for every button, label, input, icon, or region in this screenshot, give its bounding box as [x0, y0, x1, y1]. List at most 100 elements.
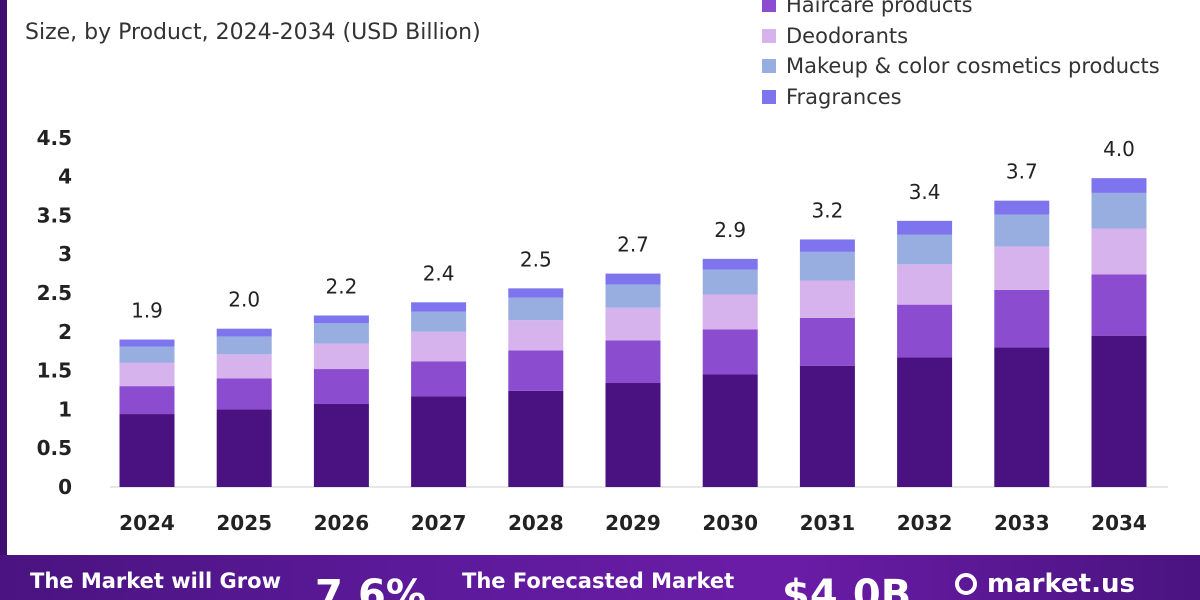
- banner-grow-value: 7.6%: [315, 572, 426, 600]
- bar-segment-2025-s4: [216, 328, 272, 337]
- y-tick-label: 0.5: [37, 436, 72, 460]
- bar-segment-2025-s1: [216, 378, 272, 410]
- bar-segment-2034-s3: [1091, 192, 1147, 229]
- bar-total-label-2033: 3.7: [1006, 160, 1038, 184]
- bar-segment-2026-s3: [313, 323, 369, 344]
- bar-total-label-2024: 1.9: [131, 299, 163, 323]
- legend-swatch-makeup-cosmetics: [762, 59, 776, 74]
- bar-segment-2028-s0: [508, 390, 564, 487]
- bar-segment-2033-s0: [994, 347, 1050, 487]
- bar-segment-2026-s4: [313, 315, 369, 324]
- bar-segment-2034-s0: [1091, 335, 1147, 487]
- x-tick-label-2025: 2025: [216, 511, 272, 535]
- bar-segment-2033-s1: [994, 289, 1050, 348]
- legend-item-makeup-cosmetics: Makeup & color cosmetics products: [762, 51, 1160, 82]
- bar-total-label-2031: 3.2: [811, 198, 843, 222]
- y-tick-label: 3: [58, 242, 72, 266]
- legend-label-haircare-products: Haircare products: [786, 0, 973, 18]
- x-tick-label-2027: 2027: [411, 511, 467, 535]
- bar-segment-2032-s3: [897, 234, 953, 265]
- bar-segment-2033-s3: [994, 214, 1050, 247]
- bar-total-label-2029: 2.7: [617, 233, 649, 257]
- bar-segment-2032-s1: [897, 304, 953, 358]
- bar-segment-2032-s0: [897, 357, 953, 487]
- x-tick-label-2032: 2032: [897, 511, 953, 535]
- y-tick-label: 1.5: [37, 359, 72, 383]
- bar-segment-2030-s1: [702, 329, 758, 375]
- bar-segment-2029-s1: [605, 340, 661, 384]
- bar-segment-2027-s2: [411, 331, 467, 362]
- x-tick-label-2029: 2029: [605, 511, 661, 535]
- legend-swatch-haircare-products: [762, 0, 776, 13]
- bar-segment-2034-s2: [1091, 228, 1147, 275]
- x-tick-label-2034: 2034: [1091, 511, 1147, 535]
- bar-total-label-2027: 2.4: [423, 261, 455, 285]
- x-tick-label-2026: 2026: [314, 511, 370, 535]
- y-tick-label: 4.5: [37, 126, 72, 150]
- legend-label-makeup-cosmetics: Makeup & color cosmetics products: [786, 54, 1160, 79]
- bar-segment-2032-s4: [897, 220, 953, 235]
- y-tick-label: 2: [58, 320, 72, 344]
- banner-forecast-value: $4.0B: [782, 572, 912, 600]
- bar-segment-2024-s3: [119, 346, 175, 363]
- bar-segment-2024-s0: [119, 414, 175, 487]
- x-tick-label-2033: 2033: [994, 511, 1050, 535]
- bar-segment-2031-s1: [799, 317, 855, 366]
- y-tick-label: 0: [58, 475, 72, 499]
- x-tick-label-2024: 2024: [119, 511, 175, 535]
- frame-strip: [0, 0, 7, 555]
- x-tick-label-2028: 2028: [508, 511, 564, 535]
- legend-item-haircare-products: Haircare products: [762, 0, 1160, 21]
- bar-total-label-2030: 2.9: [714, 218, 746, 242]
- bar-segment-2030-s2: [702, 294, 758, 330]
- bar-segment-2026-s0: [313, 403, 369, 487]
- market-us-logo[interactable]: market.us: [955, 569, 1135, 599]
- bar-segment-2025-s0: [216, 409, 272, 487]
- bar-total-label-2028: 2.5: [520, 247, 552, 271]
- bar-segment-2031-s0: [799, 365, 855, 487]
- bar-segment-2030-s4: [702, 258, 758, 270]
- bar-segment-2027-s1: [411, 361, 467, 397]
- chart-legend: Haircare products Deodorants Makeup & co…: [762, 0, 1160, 112]
- bar-segment-2029-s4: [605, 273, 661, 285]
- legend-swatch-fragrances: [762, 89, 776, 104]
- bar-segment-2026-s1: [313, 369, 369, 404]
- y-tick-label: 3.5: [37, 203, 72, 227]
- y-tick-label: 2.5: [37, 281, 72, 305]
- bar-segment-2029-s3: [605, 284, 661, 308]
- bar-segment-2030-s0: [702, 374, 758, 487]
- bar-total-label-2025: 2.0: [228, 288, 260, 312]
- bar-segment-2025-s2: [216, 354, 272, 379]
- bar-segment-2033-s4: [994, 200, 1050, 215]
- legend-item-deodorants: Deodorants: [762, 21, 1160, 52]
- bar-segment-2029-s0: [605, 383, 661, 487]
- bar-segment-2025-s3: [216, 336, 272, 355]
- y-tick-label: 4: [58, 165, 72, 189]
- bar-segment-2034-s1: [1091, 274, 1147, 336]
- logo-icon: [955, 573, 977, 595]
- bar-segment-2029-s2: [605, 307, 661, 341]
- legend-label-fragrances: Fragrances: [786, 84, 902, 109]
- y-tick-label: 1: [58, 397, 72, 421]
- bar-segment-2024-s2: [119, 362, 175, 387]
- bar-segment-2024-s4: [119, 339, 175, 347]
- bar-segment-2028-s1: [508, 350, 564, 391]
- footer-banner: The Market will Grow 7.6% The Forecasted…: [0, 555, 1200, 600]
- x-tick-label-2030: 2030: [702, 511, 758, 535]
- legend-label-deodorants: Deodorants: [786, 23, 909, 48]
- bar-total-label-2032: 3.4: [909, 180, 941, 204]
- bar-segment-2028-s3: [508, 297, 564, 321]
- bar-segment-2028-s4: [508, 288, 564, 298]
- legend-swatch-deodorants: [762, 28, 776, 43]
- bar-segment-2028-s2: [508, 320, 564, 351]
- bar-segment-2031-s2: [799, 280, 855, 318]
- chart-subtitle: Size, by Product, 2024-2034 (USD Billion…: [25, 20, 481, 45]
- bar-total-label-2026: 2.2: [325, 275, 357, 299]
- bar-segment-2032-s2: [897, 264, 953, 305]
- x-tick-label-2031: 2031: [800, 511, 856, 535]
- stacked-bar-chart: 0 0.5 1 1.5 2 2.5 3 3.5 4 4.5 1.9 2024 2.0 2025 2.2 202…: [37, 126, 1168, 535]
- bar-segment-2031-s3: [799, 251, 855, 281]
- bar-segment-2034-s4: [1091, 178, 1147, 193]
- bar-segment-2026-s2: [313, 343, 369, 370]
- banner-grow-text: The Market will Grow: [30, 569, 281, 593]
